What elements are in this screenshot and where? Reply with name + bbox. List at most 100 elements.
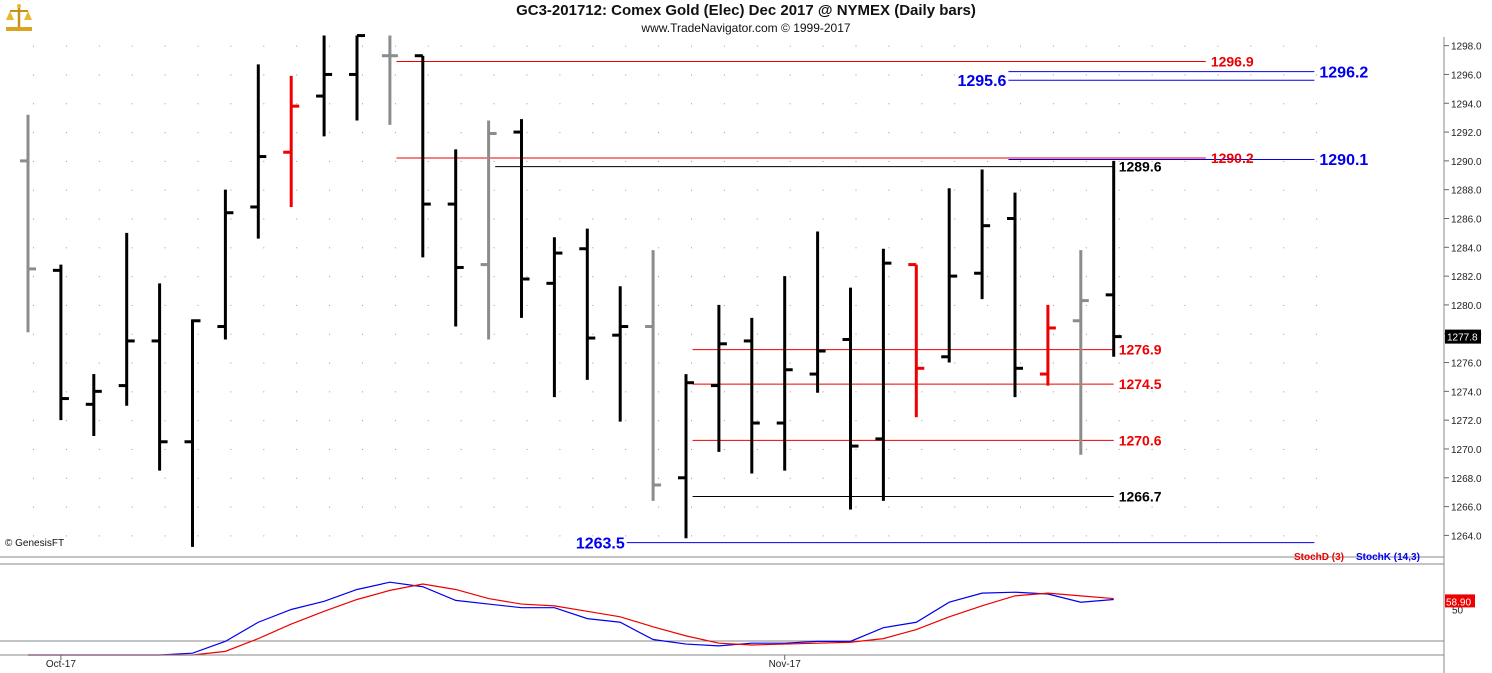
grid-dot (131, 333, 133, 335)
ohlc-bar (546, 237, 563, 398)
grid-dot (131, 304, 133, 306)
grid-dot (526, 160, 528, 162)
stochastic-current-box (1445, 594, 1475, 608)
grid-dot (296, 276, 298, 278)
grid-dot (987, 448, 989, 450)
grid-dot (1250, 132, 1252, 134)
grid-dot (526, 506, 528, 508)
grid-dot (625, 535, 627, 537)
grid-dot (1184, 74, 1186, 76)
grid-dot (1250, 362, 1252, 364)
grid-dot (1151, 74, 1153, 76)
grid-dot (1151, 448, 1153, 450)
level-label: 1290.1 (1319, 152, 1368, 169)
grid-dot (1118, 45, 1120, 47)
grid-dot (1184, 535, 1186, 537)
grid-dot (1217, 477, 1219, 479)
grid-dot (789, 276, 791, 278)
grid-dot (1118, 391, 1120, 393)
grid-dot (1283, 477, 1285, 479)
grid-dot (592, 45, 594, 47)
grid-dot (723, 103, 725, 105)
grid-dot (592, 362, 594, 364)
grid-dot (263, 45, 265, 47)
grid-dot (691, 506, 692, 508)
grid-dot (1020, 132, 1021, 134)
grid-dot (855, 535, 857, 537)
grid-dot (164, 132, 166, 134)
grid-dot (131, 218, 133, 220)
grid-dot (394, 160, 396, 162)
grid-dot (296, 420, 298, 422)
grid-dot (658, 420, 660, 422)
grid-dot (888, 304, 890, 306)
grid-dot (987, 189, 989, 191)
grid-dot (296, 218, 298, 220)
grid-dot (987, 103, 989, 105)
grid-dot (164, 160, 166, 162)
grid-dot (131, 189, 133, 191)
grid-dot (362, 448, 363, 450)
y-tick-label: 1266.0 (1451, 503, 1482, 514)
grid-dot (559, 218, 561, 220)
grid-dot (1118, 477, 1120, 479)
grid-dot (1118, 535, 1120, 537)
grid-dot (296, 247, 298, 249)
grid-dot (427, 506, 429, 508)
grid-dot (197, 391, 199, 393)
trade-navigator-logo (2, 2, 36, 32)
grid-dot (691, 132, 692, 134)
grid-dot (888, 448, 890, 450)
grid-dot (1250, 391, 1252, 393)
grid-dot (1020, 448, 1021, 450)
grid-dot (1020, 247, 1021, 249)
grid-dot (855, 160, 857, 162)
grid-dot (427, 477, 429, 479)
grid-dot (296, 535, 298, 537)
grid-dot (263, 362, 265, 364)
grid-dot (1118, 420, 1120, 422)
grid-dot (197, 160, 199, 162)
grid-dot (789, 420, 791, 422)
grid-dot (723, 304, 725, 306)
grid-dot (1184, 333, 1186, 335)
grid-dot (1020, 362, 1021, 364)
grid-dot (65, 45, 67, 47)
grid-dot (1020, 477, 1021, 479)
grid-dot (1052, 448, 1054, 450)
grid-dot (625, 74, 627, 76)
grid-dot (855, 506, 857, 508)
grid-dot (394, 132, 396, 134)
grid-dot (460, 448, 462, 450)
grid-dot (1250, 247, 1252, 249)
grid-dot (789, 132, 791, 134)
grid-dot (230, 276, 232, 278)
grid-dot (1151, 132, 1153, 134)
grid-dot (33, 362, 34, 364)
grid-dot (1250, 45, 1252, 47)
grid-dot (1151, 506, 1153, 508)
grid-dot (296, 333, 298, 335)
y-tick-label: 1296.0 (1451, 70, 1482, 81)
grid-dot (65, 448, 67, 450)
grid-dot (789, 45, 791, 47)
grid-dot (625, 506, 627, 508)
grid-dot (625, 218, 627, 220)
grid-dot (954, 103, 956, 105)
grid-dot (592, 74, 594, 76)
ohlc-bar (842, 287, 859, 510)
grid-dot (1085, 218, 1087, 220)
grid-dot (296, 103, 298, 105)
grid-dot (493, 448, 495, 450)
grid-dot (230, 218, 232, 220)
grid-dot (493, 276, 495, 278)
grid-dot (921, 247, 923, 249)
grid-dot (197, 132, 199, 134)
grid-dot (559, 74, 561, 76)
grid-dot (1184, 45, 1186, 47)
grid-dot (329, 247, 331, 249)
grid-dot (954, 132, 956, 134)
grid-dot (888, 189, 890, 191)
grid-dot (559, 276, 561, 278)
